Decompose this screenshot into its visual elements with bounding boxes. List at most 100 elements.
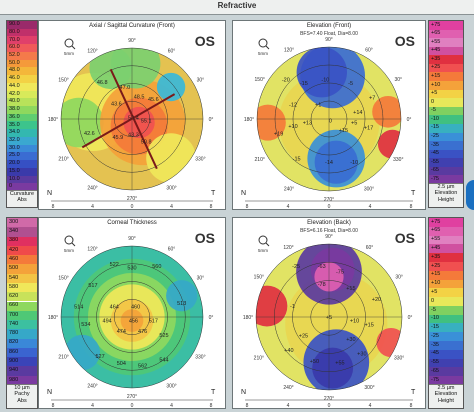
angle-label: 150°	[255, 77, 265, 83]
scale-step: +45	[429, 46, 463, 56]
map-value-label: 474	[117, 329, 126, 335]
map-value-label: 513	[177, 301, 186, 307]
angle-label: 120°	[87, 247, 97, 253]
map-value-label: 525	[159, 333, 168, 339]
scale-step: 540	[7, 273, 37, 283]
panel-corneal-thickness[interactable]: Corneal Thickness OS 90° 60° 30° 0° 330° 300°…	[38, 217, 226, 409]
angle-label: 0°	[408, 315, 413, 321]
map-value-label: 562	[138, 363, 147, 369]
elevation-front-color-scale: +75 +65 +55 +45 +35 +25 +15 +10 +5 0 -5 -10 -15 -25 -3…	[428, 20, 464, 208]
angle-label: 150°	[58, 276, 68, 282]
scale-step: -15	[429, 323, 463, 333]
scale-step: +10	[429, 279, 463, 289]
scale-step: 42.0	[7, 90, 37, 99]
ruler-tick-label: 8	[246, 403, 249, 408]
scale-step: 0	[429, 297, 463, 306]
angle-label: 330°	[195, 157, 205, 163]
scale-step: 860	[7, 347, 37, 358]
panel-title: Elevation (Back)	[307, 220, 351, 226]
map-color-zone	[377, 129, 401, 159]
map-value-label: 464	[110, 304, 119, 310]
scale-step: -45	[429, 349, 463, 359]
scale-step: -35	[429, 141, 463, 150]
angle-label: 30°	[395, 77, 403, 83]
map-color-zone	[166, 280, 198, 312]
map-value-label: 48.5	[134, 94, 145, 100]
map-color-zone	[257, 104, 286, 141]
angle-label: 240°	[284, 186, 294, 192]
ruler-tick-label: 8	[410, 403, 413, 408]
scale-step: -35	[429, 341, 463, 350]
angle-label: 60°	[168, 247, 176, 253]
ruler-tick-label: 4	[369, 204, 372, 209]
scale-step: 900	[7, 357, 37, 367]
ruler-tick-label: 0	[131, 403, 134, 408]
scale-step: 52.0	[7, 51, 37, 60]
scale-step: 70.0	[7, 36, 37, 45]
scale-step: -75	[429, 376, 463, 385]
map-value-label: +17	[364, 126, 373, 132]
axis-flat-line	[109, 68, 158, 170]
map-value-label: 514	[74, 304, 83, 310]
nasal-label: N	[47, 389, 52, 396]
map-value-label: 534	[81, 322, 90, 328]
angle-label: 180°	[48, 117, 58, 123]
map-value-label: 50.4	[128, 116, 139, 122]
scale-step: 46.0	[7, 75, 37, 83]
temporal-label: T	[411, 389, 416, 396]
magnifier-icon-handle	[71, 45, 76, 50]
corneal-thickness-map[interactable]: 90° 60° 30° 0° 330° 300° 270° 240° 210° 180° 150° 1…	[39, 218, 225, 408]
elevation-back-map[interactable]: 90° 60° 30° 0° 330° 300° 270° 240° 210° 180° 150° 1…	[233, 218, 425, 408]
scale-step: -55	[429, 358, 463, 368]
angle-label: 180°	[243, 315, 253, 321]
map-value-label: -10	[321, 77, 329, 83]
scale-step: 50.0	[7, 59, 37, 68]
ruler-tick-label: 0	[328, 204, 331, 209]
page-title: Refractive	[217, 1, 257, 10]
pachy-color-scale: 300 340 380 420 460 500 540 580 620 660 700 740 780 8…	[6, 217, 38, 409]
scale-footer: Curvature Abs	[7, 190, 37, 207]
angle-label: 150°	[58, 78, 68, 84]
angle-label: 330°	[394, 356, 404, 362]
panel-axial-curvature[interactable]: Axial / Sagittal Curvature (Front) OS 90…	[38, 20, 226, 210]
angle-label: 60°	[365, 48, 373, 54]
scale-step: +10	[429, 81, 463, 90]
scale-step: 0	[7, 183, 37, 191]
scale-step: +65	[429, 29, 463, 39]
angle-label: 240°	[87, 185, 97, 191]
side-tab-handle[interactable]	[466, 180, 474, 210]
magnifier-icon-handle	[265, 242, 270, 247]
map-value-label: -14	[325, 160, 333, 166]
axial-curvature-map[interactable]: 90° 60° 30° 0° 330° 300° 270° 240° 210° 180° 150° 1…	[39, 21, 225, 209]
map-value-label: -78	[318, 282, 326, 288]
angle-label: 300°	[364, 385, 374, 391]
map-color-zone	[312, 347, 354, 389]
scale-step: 34.0	[7, 129, 37, 137]
map-value-label: -63	[318, 264, 326, 270]
angle-label: 120°	[284, 48, 294, 54]
angle-label: 0°	[209, 315, 214, 321]
map-value-label: 476	[138, 329, 147, 335]
map-value-label: +10	[288, 124, 297, 130]
angle-label: 330°	[393, 157, 403, 163]
map-color-zone	[89, 48, 132, 90]
angle-label: 150°	[254, 275, 264, 281]
map-value-label: +5	[326, 315, 332, 321]
scale-step: 0	[429, 98, 463, 107]
axis-steep-line	[81, 93, 176, 149]
scale-step: 35.0	[7, 121, 37, 130]
elevation-front-map[interactable]: 90° 60° 30° 0° 330° 300° 270° 240° 210° 180° 150° 1…	[233, 21, 425, 209]
scale-step: -5	[429, 106, 463, 116]
panel-elevation-front[interactable]: Elevation (Front) BFS=7.40 Float, Dia=8.…	[232, 20, 426, 210]
scale-step: 300	[7, 218, 37, 228]
scale-step: 660	[7, 301, 37, 311]
map-value-label: 42.6	[84, 131, 95, 137]
zoom-level-label: 5mm	[64, 51, 74, 56]
scale-step: +55	[429, 38, 463, 47]
scale-step: 420	[7, 245, 37, 256]
map-value-label: 55.1	[141, 118, 152, 124]
panel-elevation-back[interactable]: Elevation (Back) BFS=6.16 Float, Dia=8.0…	[232, 217, 426, 409]
scale-step: +45	[429, 244, 463, 254]
map-value-label: +10	[350, 319, 359, 325]
ruler-tick-label: 8	[52, 403, 55, 408]
